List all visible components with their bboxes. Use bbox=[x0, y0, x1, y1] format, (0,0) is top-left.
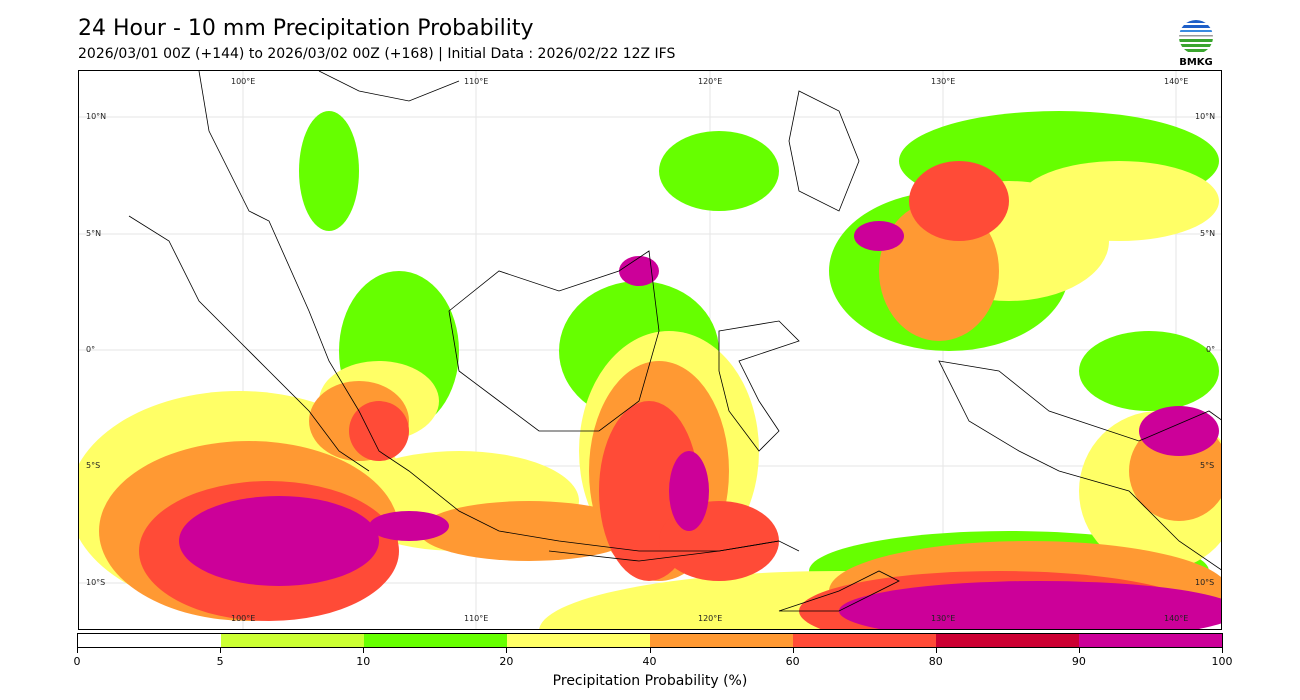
lon-label-top: 110°E bbox=[464, 77, 489, 86]
lon-label-top: 100°E bbox=[231, 77, 256, 86]
lat-label-right: 5°S bbox=[1200, 461, 1215, 470]
colorbar-segment bbox=[364, 634, 507, 647]
lat-label-left: 5°N bbox=[86, 229, 102, 238]
colorbar-tick-label: 90 bbox=[1071, 655, 1086, 668]
coastlines bbox=[128, 71, 1221, 612]
rain-region bbox=[669, 451, 709, 531]
colorbar-tick bbox=[1222, 648, 1223, 653]
colorbar-tick-label: 10 bbox=[356, 655, 371, 668]
lon-label-bottom: 110°E bbox=[464, 614, 489, 623]
colorbar-tick bbox=[506, 648, 508, 653]
lat-label-left: 5°S bbox=[86, 461, 101, 470]
colorbar-tick-label: 80 bbox=[928, 655, 943, 668]
rain-region bbox=[1139, 406, 1219, 456]
lat-label-left: 10°S bbox=[86, 578, 106, 587]
lat-label-right: 0° bbox=[1206, 345, 1216, 354]
lon-label-bottom: 130°E bbox=[931, 614, 956, 623]
rain-region bbox=[659, 131, 779, 211]
colorbar-tick-label: 100 bbox=[1211, 655, 1233, 668]
colorbar-tick bbox=[220, 648, 222, 653]
rain-region bbox=[1079, 331, 1219, 411]
colorbar-tick bbox=[649, 648, 651, 653]
rain-region bbox=[839, 581, 1221, 629]
colorbar-tick-label: 60 bbox=[785, 655, 800, 668]
bmkg-logo: BMKG bbox=[1176, 19, 1216, 68]
rain-region bbox=[1019, 161, 1219, 241]
lon-label-bottom: 120°E bbox=[698, 614, 723, 623]
rain-region bbox=[619, 256, 659, 286]
colorbar-tick-label: 40 bbox=[642, 655, 657, 668]
colorbar-segment bbox=[221, 634, 364, 647]
colorbar-tick bbox=[363, 648, 365, 653]
colorbar-tick bbox=[77, 648, 78, 653]
colorbar bbox=[77, 633, 1223, 648]
bmkg-logo-icon bbox=[1179, 20, 1213, 52]
lat-label-left: 10°N bbox=[86, 112, 107, 121]
probability-field bbox=[79, 71, 1221, 629]
rain-region bbox=[349, 401, 409, 461]
rain-region bbox=[419, 501, 639, 561]
colorbar-tick-label: 20 bbox=[499, 655, 514, 668]
lat-label-right: 10°N bbox=[1195, 112, 1216, 121]
colorbar-segment bbox=[78, 634, 221, 647]
colorbar-tick bbox=[792, 648, 794, 653]
lat-label-right: 5°N bbox=[1200, 229, 1216, 238]
colorbar-segment bbox=[507, 634, 650, 647]
lat-label-left: 0° bbox=[86, 345, 96, 354]
precipitation-map: 100°E 110°E 120°E 130°E 140°E 100°E 110°… bbox=[78, 70, 1222, 630]
chart-title: 24 Hour - 10 mm Precipitation Probabilit… bbox=[78, 16, 534, 41]
colorbar-tick bbox=[1078, 648, 1080, 653]
rain-regions bbox=[79, 111, 1221, 629]
colorbar-tick bbox=[935, 648, 937, 653]
colorbar-segment bbox=[650, 634, 793, 647]
colorbar-tick-label: 5 bbox=[216, 655, 224, 668]
lon-label-top: 130°E bbox=[931, 77, 956, 86]
rain-region bbox=[179, 496, 379, 586]
colorbar-label: Precipitation Probability (%) bbox=[552, 673, 748, 689]
lon-label-top: 140°E bbox=[1164, 77, 1189, 86]
chart-subtitle: 2026/03/01 00Z (+144) to 2026/03/02 00Z … bbox=[78, 46, 676, 62]
lon-label-top: 120°E bbox=[698, 77, 723, 86]
lat-label-right: 10°S bbox=[1195, 578, 1215, 587]
colorbar-segment bbox=[793, 634, 936, 647]
rain-region bbox=[369, 511, 449, 541]
lon-label-bottom: 100°E bbox=[231, 614, 256, 623]
rain-region bbox=[854, 221, 904, 251]
rain-region bbox=[299, 111, 359, 231]
lon-label-bottom: 140°E bbox=[1164, 614, 1189, 623]
rain-region bbox=[909, 161, 1009, 241]
colorbar-segment bbox=[1079, 634, 1222, 647]
colorbar-segment bbox=[936, 634, 1079, 647]
logo-text: BMKG bbox=[1179, 57, 1213, 68]
colorbar-tick-label: 0 bbox=[73, 655, 81, 668]
